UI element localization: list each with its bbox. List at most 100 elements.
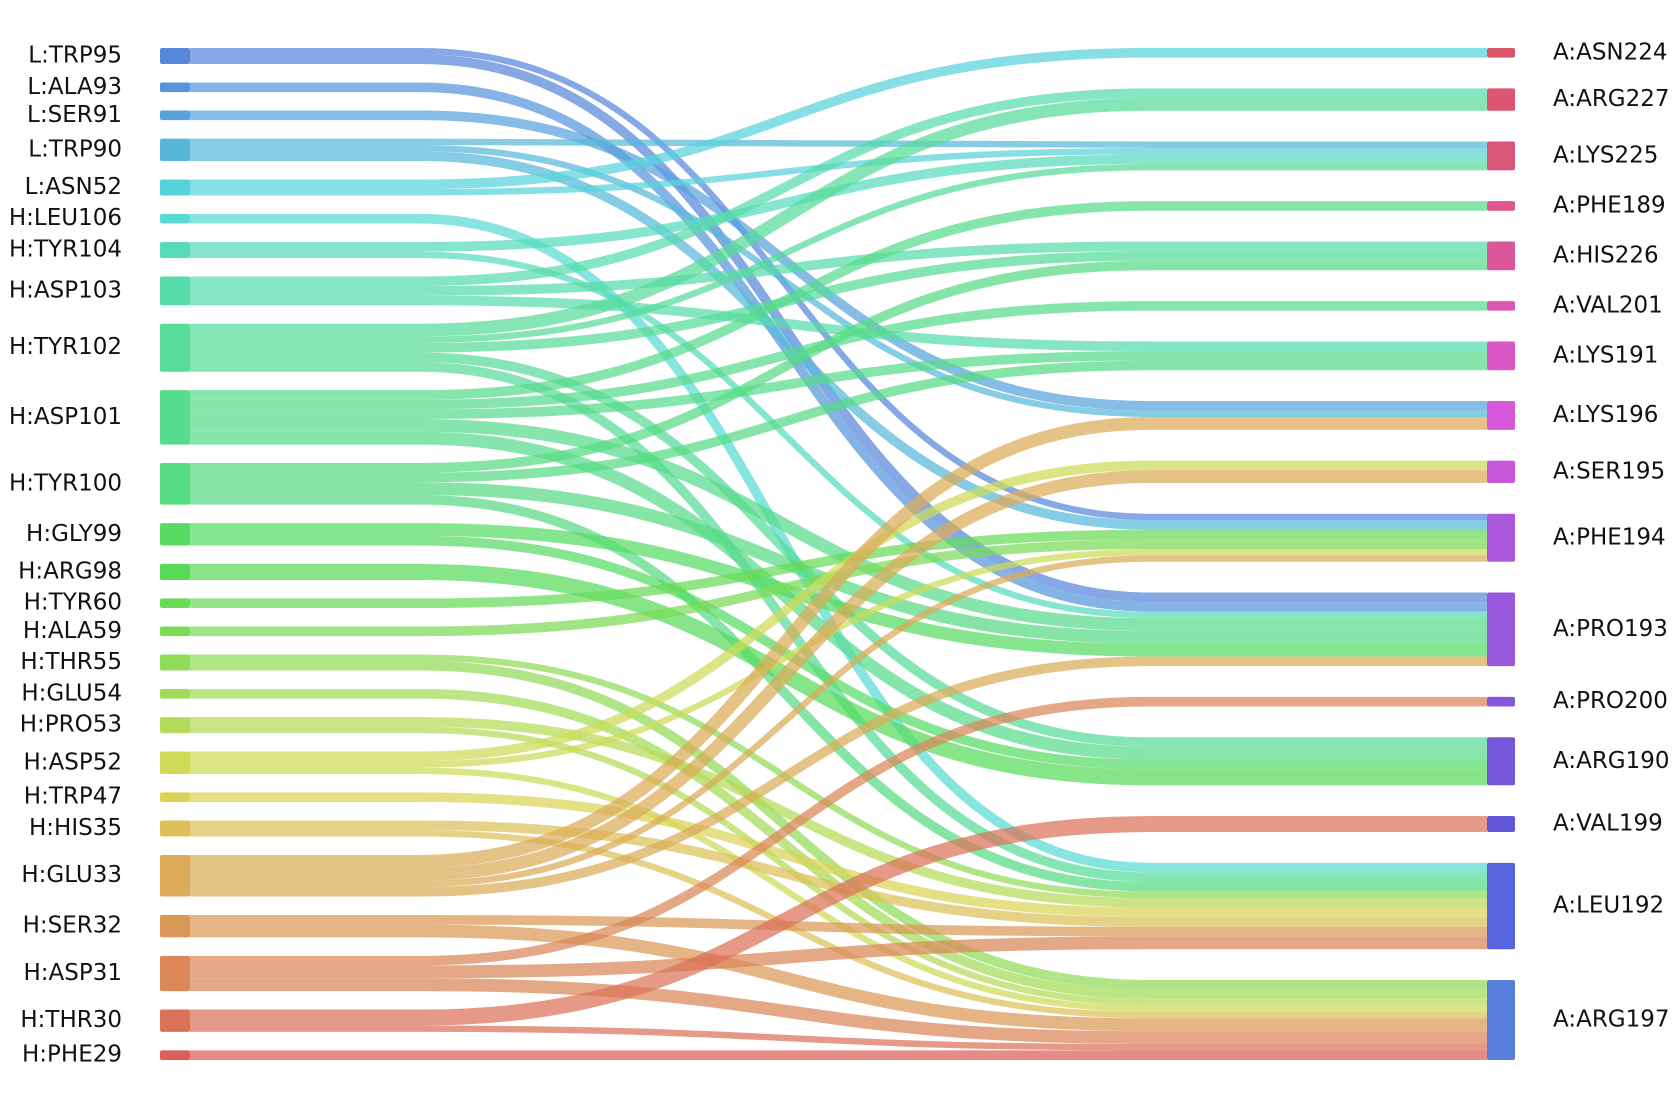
link <box>190 978 1487 1044</box>
left-node <box>160 213 190 224</box>
left-node <box>160 689 190 699</box>
right-node <box>1487 48 1515 58</box>
link <box>190 535 1487 770</box>
right-node <box>1487 980 1515 1060</box>
left-node <box>160 323 190 372</box>
right-node <box>1487 513 1515 562</box>
left-node <box>160 854 190 897</box>
right-node-label: A:PRO193 <box>1553 616 1668 642</box>
right-node <box>1487 241 1515 271</box>
link <box>190 352 1487 747</box>
left-node <box>160 48 190 64</box>
right-node-label: A:VAL199 <box>1553 811 1663 837</box>
left-node <box>160 82 190 93</box>
link <box>190 1025 1487 1051</box>
left-node <box>160 390 190 445</box>
right-node <box>1487 201 1515 211</box>
left-node <box>160 1009 190 1032</box>
right-node-label: A:HIS226 <box>1553 242 1659 268</box>
link <box>190 295 1487 352</box>
left-node-label: H:GLU54 <box>21 680 122 706</box>
left-node-label: L:TRP90 <box>28 136 122 162</box>
links <box>190 48 1487 1061</box>
left-node <box>160 463 190 505</box>
right-node-label: A:PRO200 <box>1553 688 1668 714</box>
left-node-label: H:HIS35 <box>29 815 122 841</box>
left-node <box>160 138 190 161</box>
right-node <box>1487 401 1515 430</box>
right-node-label: A:PHE194 <box>1553 524 1666 550</box>
left-node <box>160 110 190 121</box>
right-node <box>1487 460 1515 483</box>
link <box>190 88 1487 287</box>
left-node-label: H:LEU106 <box>9 205 122 231</box>
link <box>190 151 1487 530</box>
link <box>190 417 1487 868</box>
link <box>190 110 1487 411</box>
left-node-label: H:ALA59 <box>23 618 122 644</box>
right-node-label: A:SER195 <box>1553 458 1665 484</box>
left-node-label: H:TYR102 <box>9 334 122 360</box>
link <box>190 555 1487 887</box>
left-node <box>160 626 190 637</box>
link <box>190 792 1487 918</box>
link <box>190 482 1487 644</box>
right-node <box>1487 141 1515 171</box>
left-node <box>160 241 190 258</box>
left-node <box>160 563 190 580</box>
left-node-label: L:ASN52 <box>25 174 122 200</box>
left-node-label: H:TYR60 <box>24 590 122 616</box>
link <box>190 351 1487 419</box>
left-node-label: H:GLY99 <box>26 521 122 547</box>
left-node-label: H:THR30 <box>20 1007 122 1033</box>
link <box>190 144 1487 418</box>
right-node-label: A:PHE189 <box>1553 192 1666 218</box>
left-node <box>160 654 190 671</box>
left-node <box>160 1050 190 1060</box>
right-node <box>1487 88 1515 111</box>
link <box>190 97 1487 337</box>
left-node-label: H:TRP47 <box>24 784 122 810</box>
link <box>190 301 1487 410</box>
link <box>190 147 1487 196</box>
link <box>190 460 1487 762</box>
link <box>190 924 1487 1032</box>
left-node <box>160 717 190 734</box>
link <box>190 696 1487 966</box>
right-node <box>1487 737 1515 786</box>
link <box>190 154 1487 252</box>
right-node <box>1487 696 1515 707</box>
left-node <box>160 751 190 774</box>
left-node <box>160 179 190 196</box>
left-node-label: H:ASP52 <box>23 749 122 775</box>
left-node <box>160 523 190 546</box>
left-node-label: H:ARG98 <box>18 558 122 584</box>
right-node <box>1487 592 1515 667</box>
left-node-label: H:ASP103 <box>9 277 122 303</box>
left-node-label: H:TYR104 <box>9 236 122 262</box>
right-node-label: A:ARG197 <box>1553 1007 1670 1033</box>
link <box>190 163 1487 343</box>
right-node <box>1487 301 1515 311</box>
left-node-label: H:ASP101 <box>9 404 122 430</box>
left-node-label: L:ALA93 <box>27 74 122 100</box>
link <box>190 418 1487 631</box>
right-node-label: A:LYS225 <box>1553 142 1658 168</box>
right-node-label: A:ASN224 <box>1553 39 1668 65</box>
right-node-label: A:ARG227 <box>1553 86 1670 112</box>
link <box>190 936 1487 979</box>
right-node-label: A:ARG190 <box>1553 748 1670 774</box>
link <box>190 767 1487 1012</box>
left-node-label: H:THR55 <box>20 649 122 675</box>
left-node-label: L:TRP95 <box>28 43 122 69</box>
link <box>190 656 1487 897</box>
left-node <box>160 598 190 609</box>
link <box>190 539 1487 637</box>
right-node-label: A:LYS196 <box>1553 402 1658 428</box>
left-node <box>160 820 190 837</box>
right-node <box>1487 341 1515 371</box>
link <box>190 201 1487 400</box>
left-node-label: H:GLU33 <box>21 862 122 888</box>
link <box>190 529 1487 609</box>
